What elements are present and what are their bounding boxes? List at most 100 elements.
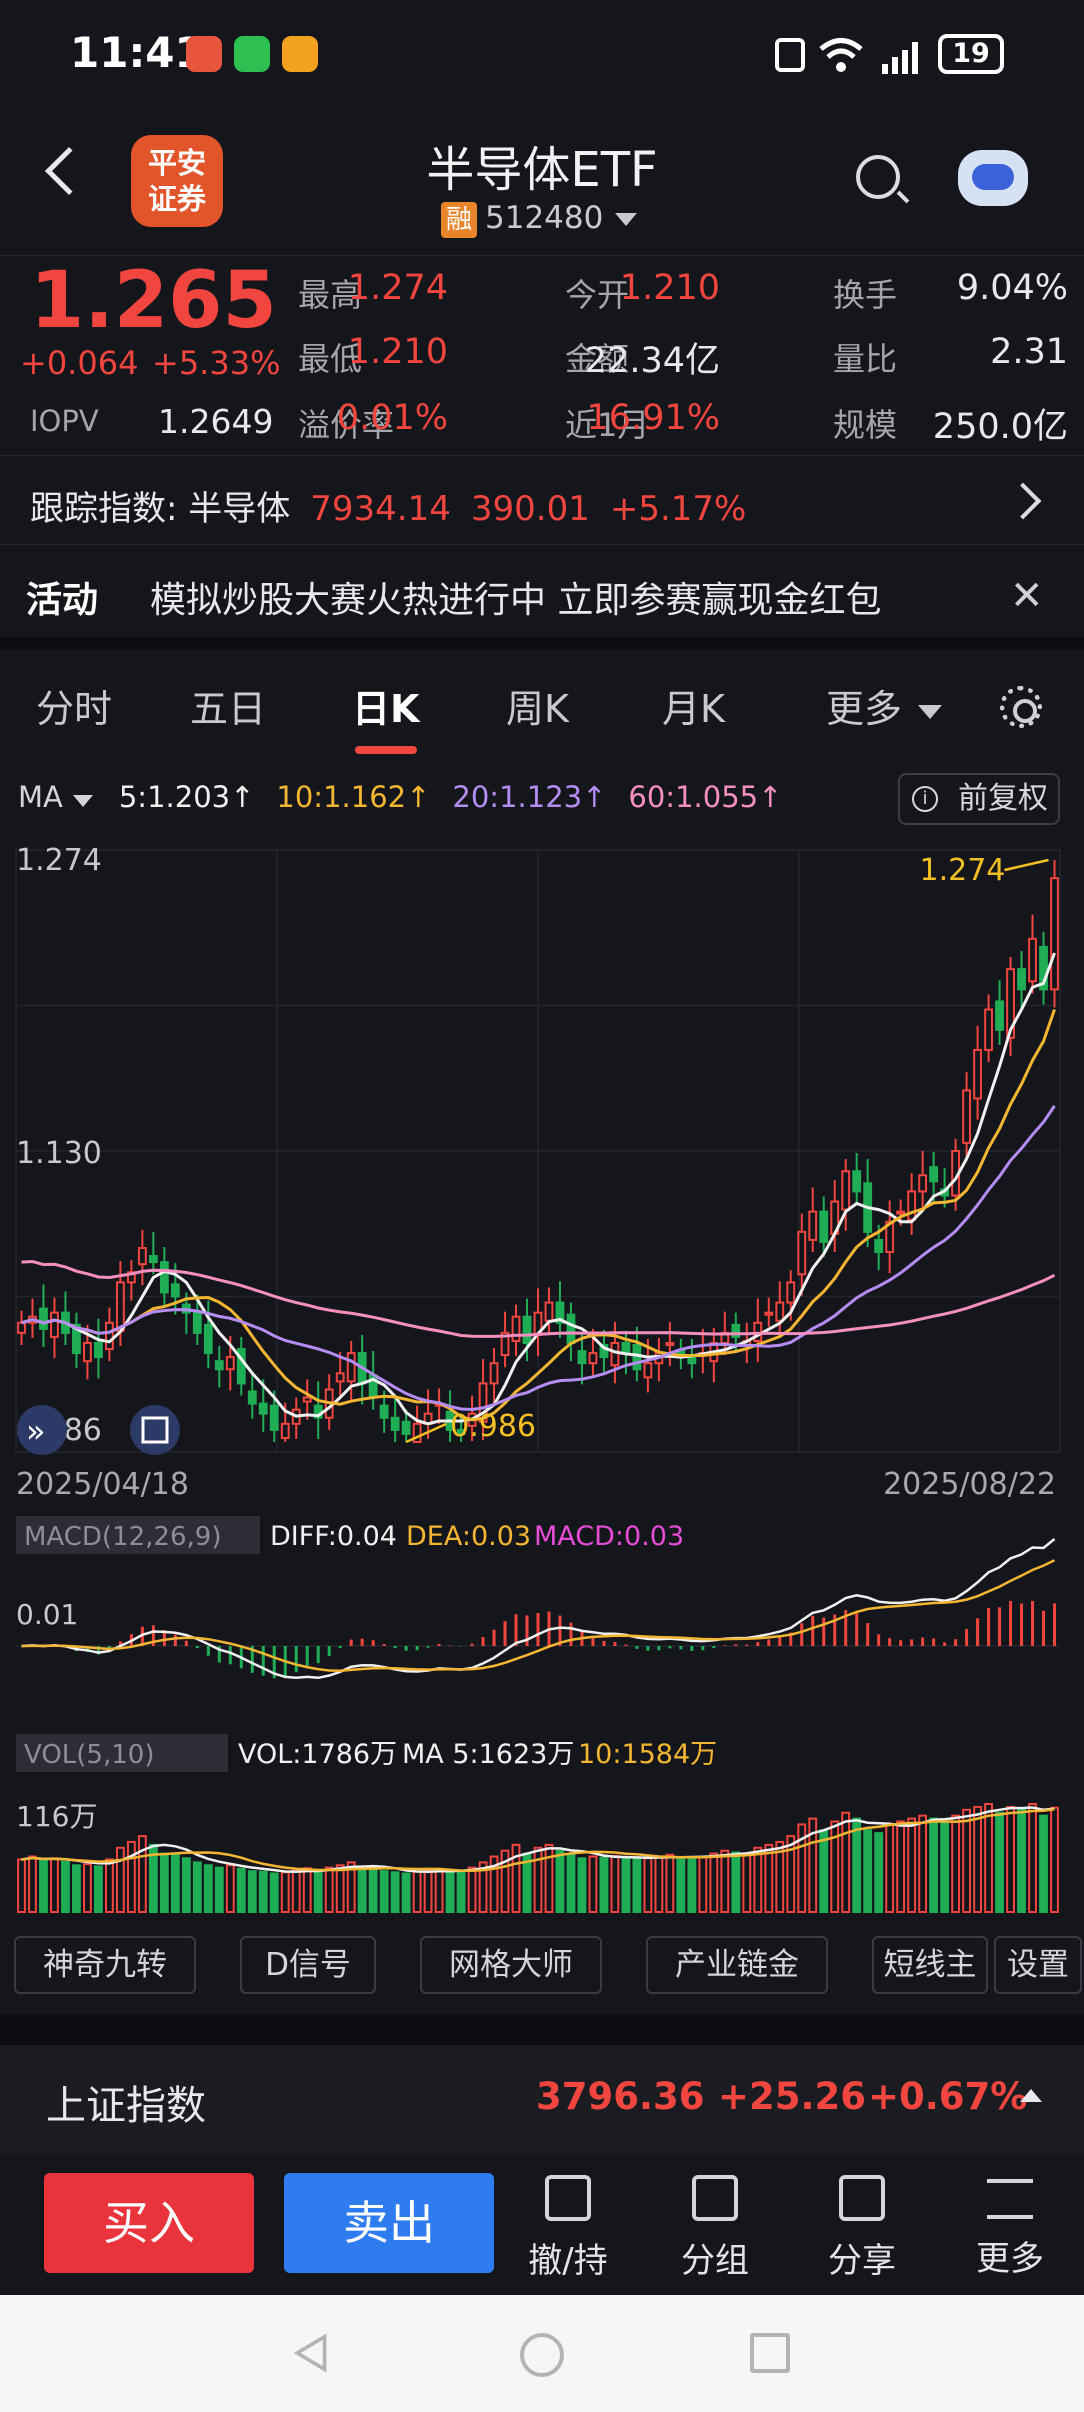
volume-bar: [94, 1865, 103, 1913]
candle-body: [17, 1321, 26, 1334]
candle-body: [819, 1210, 829, 1243]
quote-label: 量比: [833, 340, 898, 378]
tab-five-day[interactable]: 五日: [190, 687, 267, 731]
vol-ma10: 10:1584万: [578, 1739, 717, 1770]
current-price: 1.265: [30, 256, 277, 346]
candle-body: [192, 1311, 202, 1334]
volume-bar: [907, 1817, 917, 1914]
index-change-pct: +0.67%: [868, 2075, 1028, 2118]
app-header: 平安 证券 半导体ETF 融 512480: [0, 110, 1084, 255]
candle-body: [852, 1170, 862, 1193]
search-icon[interactable]: [856, 155, 900, 199]
fund-code-selector[interactable]: 融 512480: [441, 200, 638, 238]
tab-weekly-k[interactable]: 周K: [506, 687, 569, 731]
dropdown-icon: [918, 704, 943, 719]
volume-bar: [566, 1853, 576, 1913]
quote-value: 16.91%: [586, 398, 720, 438]
ma-legend[interactable]: MA 5:1.203↑ 10:1.162↑ 20:1.123↑ 60:1.055↑: [18, 780, 783, 814]
volume-bar: [1039, 1814, 1048, 1913]
assistant-robot-icon[interactable]: [958, 150, 1028, 206]
candle-body: [764, 1311, 774, 1316]
tool-short-term[interactable]: 短线主: [872, 1936, 988, 1994]
ma10-value: 10:1.162↑: [276, 780, 431, 814]
iopv-value: 1.2649: [158, 402, 274, 441]
candle-body: [1039, 945, 1048, 991]
battery-icon: 19: [938, 34, 1004, 74]
tool-industry-chain[interactable]: 产业链金: [646, 1936, 828, 1994]
nav-home-icon[interactable]: [520, 2333, 564, 2377]
candle-body: [346, 1352, 356, 1383]
macd-dea: DEA:0.03: [406, 1521, 531, 1552]
volume-bar: [984, 1803, 993, 1913]
candle-body: [522, 1315, 532, 1344]
volume-bar: [643, 1857, 653, 1913]
tab-monthly-k[interactable]: 月K: [662, 687, 725, 731]
candle-body: [335, 1372, 345, 1383]
kline-chart-svg[interactable]: 1.2741.1300.9861.2740.986»2025/04/182025…: [0, 830, 1084, 1922]
kline-chart[interactable]: 1.2741.1300.9861.2740.986»2025/04/182025…: [0, 830, 1084, 1922]
price-adjust-button[interactable]: i 前复权: [898, 773, 1060, 825]
candle-body: [94, 1341, 103, 1359]
menu-icon: [987, 2179, 1033, 2219]
volume-bar: [764, 1843, 774, 1913]
price-axis-mid: 1.130: [16, 1136, 102, 1171]
date-start: 2025/04/18: [16, 1467, 189, 1502]
chevron-up-icon[interactable]: [1020, 2089, 1042, 2102]
nav-recents-icon[interactable]: [750, 2333, 790, 2373]
volume-bar: [951, 1814, 961, 1913]
price-axis-top: 1.274: [16, 843, 102, 878]
tool-d-signal[interactable]: D信号: [240, 1936, 376, 1994]
candle-body: [203, 1323, 213, 1355]
low-marker-line: [405, 1422, 447, 1444]
gear-icon[interactable]: [1000, 686, 1042, 728]
share-button[interactable]: 分享: [802, 2175, 922, 2282]
wifi-icon: [819, 38, 863, 72]
tab-intraday[interactable]: 分时: [36, 687, 113, 731]
candle-body: [137, 1247, 147, 1266]
close-icon[interactable]: ✕: [1010, 573, 1044, 619]
activity-banner[interactable]: 活动 模拟炒股大赛火热进行中 立即参赛赢现金红包 ✕: [0, 545, 1084, 637]
volume-bar: [105, 1858, 114, 1914]
volume-bar: [379, 1870, 389, 1913]
candle-body: [566, 1313, 576, 1344]
cancel-hold-button[interactable]: 撤/持: [508, 2175, 628, 2282]
volume-bar: [115, 1846, 125, 1914]
vol-label-bg: [16, 1734, 228, 1772]
tool-nine-turns[interactable]: 神奇九转: [14, 1936, 196, 1994]
group-button[interactable]: 分组: [655, 2175, 775, 2282]
tool-grid-master[interactable]: 网格大师: [420, 1936, 602, 1994]
chevron-down-icon: [615, 213, 638, 226]
buy-button[interactable]: 买入: [44, 2173, 254, 2273]
candle-body: [929, 1166, 939, 1183]
volume-bar: [918, 1814, 928, 1913]
tab-more[interactable]: 更多: [826, 678, 943, 733]
chevron-right-icon: [1004, 482, 1042, 520]
vol-ma5: MA 5:1623万: [402, 1739, 574, 1770]
volume-bar: [1017, 1808, 1026, 1913]
volume-bar: [368, 1867, 378, 1914]
sell-button[interactable]: 卖出: [284, 2173, 494, 2273]
broker-logo: 平安 证券: [131, 135, 223, 227]
volume-bar: [698, 1855, 708, 1913]
volume-bar: [995, 1811, 1004, 1914]
tool-settings[interactable]: 设置: [994, 1936, 1082, 1994]
nav-back-icon[interactable]: [290, 2333, 330, 2373]
more-button[interactable]: 更多: [950, 2175, 1070, 2280]
candle-body: [280, 1422, 290, 1439]
tab-daily-k[interactable]: 日K: [352, 687, 420, 731]
macd-label-bg: [16, 1516, 260, 1554]
activity-text[interactable]: 模拟炒股大赛火热进行中 立即参赛赢现金红包: [150, 580, 882, 621]
expand-left-icon: [17, 1405, 67, 1455]
candle-body: [632, 1344, 642, 1371]
volume-bar: [390, 1871, 400, 1914]
macd-value: MACD:0.03: [534, 1521, 684, 1552]
volume-bar: [632, 1858, 642, 1914]
tracking-index-row[interactable]: 跟踪指数: 半导体 7934.14 390.01 +5.17%: [0, 455, 1084, 545]
volume-bar: [654, 1855, 664, 1913]
volume-bar: [544, 1843, 554, 1913]
share-icon: [839, 2175, 885, 2221]
notification-app-icon-2: [282, 36, 318, 72]
index-ticker-bar[interactable]: 上证指数 3796.36 +25.26 +0.67%: [0, 2045, 1084, 2155]
candle-body: [808, 1210, 818, 1241]
candle-body: [159, 1261, 169, 1294]
